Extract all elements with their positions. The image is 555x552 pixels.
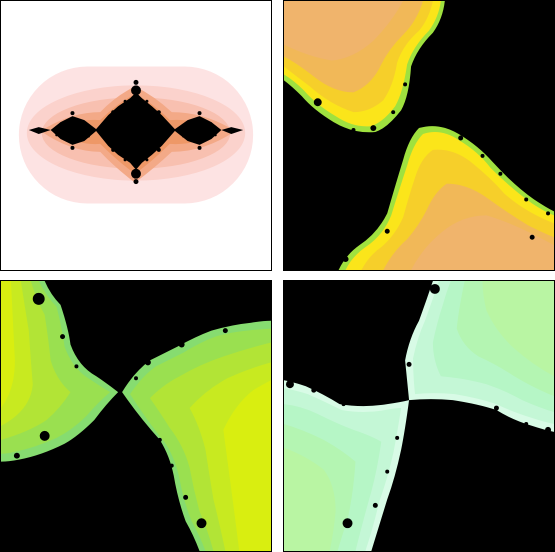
fractal-panel-zoom-3 [283, 280, 555, 552]
escape-region-lower [284, 380, 410, 551]
fractal-image-zoom-1 [284, 1, 554, 270]
escape-region-upper [284, 1, 445, 133]
set-buds [13, 292, 228, 529]
fractal-panel-overview [0, 0, 272, 271]
fractal-panel-zoom-1 [283, 0, 555, 271]
fractal-image-zoom-2 [1, 281, 271, 551]
escape-region-left [1, 281, 119, 462]
set-buds [285, 283, 552, 529]
set-body [28, 79, 244, 185]
escape-region-upper [405, 281, 554, 432]
set-buds [313, 1, 551, 263]
fractal-image-zoom-3 [284, 281, 554, 551]
fractal-image-overview [1, 1, 271, 270]
escape-region-right [122, 281, 271, 551]
fractal-panel-zoom-2 [0, 280, 272, 552]
escape-region-lower [338, 126, 554, 270]
